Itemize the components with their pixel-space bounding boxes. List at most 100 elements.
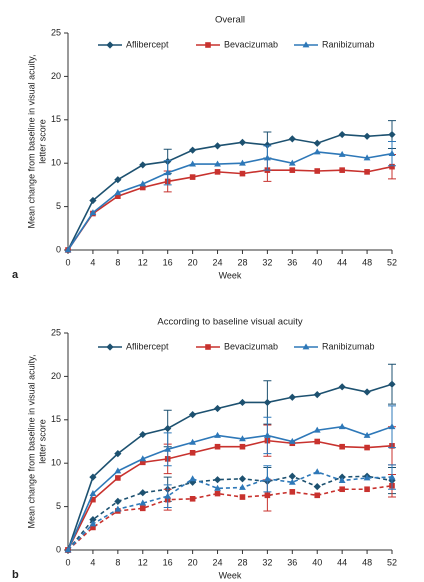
data-point — [314, 168, 321, 174]
data-point — [363, 132, 371, 140]
data-point — [189, 410, 197, 419]
data-point — [389, 163, 395, 170]
panel-label: b — [12, 569, 19, 581]
data-point — [388, 130, 396, 139]
data-point — [189, 160, 197, 167]
data-point — [114, 497, 122, 505]
x-tick-label: 44 — [337, 557, 347, 567]
data-point — [363, 431, 371, 438]
data-point — [338, 423, 346, 430]
data-point — [363, 388, 371, 396]
x-tick-label: 8 — [115, 557, 120, 567]
x-tick-label: 44 — [337, 257, 347, 267]
x-tick-label: 28 — [237, 557, 247, 567]
data-point — [263, 475, 271, 482]
x-tick-label: 20 — [188, 257, 198, 267]
data-point — [89, 520, 97, 527]
data-point — [364, 169, 370, 175]
series — [64, 464, 396, 553]
x-tick-label: 4 — [90, 557, 95, 567]
data-point — [288, 159, 296, 166]
data-point — [364, 444, 370, 451]
data-point — [338, 476, 346, 483]
data-point — [364, 486, 370, 493]
data-point — [289, 489, 296, 495]
data-point — [213, 404, 222, 413]
data-point — [288, 478, 296, 485]
y-tick-label: 0 — [56, 544, 61, 554]
data-point — [238, 398, 247, 407]
x-tick-label: 52 — [387, 557, 397, 567]
data-point — [164, 492, 172, 499]
series — [64, 120, 396, 254]
y-tick-label: 0 — [56, 244, 61, 254]
data-point — [139, 455, 147, 462]
x-tick-label: 24 — [213, 257, 223, 267]
data-point — [89, 489, 97, 496]
x-tick-label: 12 — [138, 557, 148, 567]
data-point — [189, 438, 197, 445]
x-tick-label: 48 — [362, 257, 372, 267]
data-point — [239, 483, 246, 490]
y-tick-label: 20 — [51, 71, 61, 81]
legend-marker — [106, 41, 114, 49]
y-axis-label: Mean change from baseline in visual acui… — [26, 355, 36, 529]
legend-marker — [106, 343, 114, 351]
y-axis-label: Mean change from baseline in visual acui… — [26, 55, 36, 229]
data-point — [264, 492, 271, 499]
data-point — [313, 468, 321, 475]
data-point — [189, 475, 197, 482]
data-point — [388, 380, 396, 388]
legend-label: Bevacizumab — [224, 39, 278, 49]
y-axis-label: letter score — [37, 419, 47, 464]
x-tick-label: 12 — [138, 257, 148, 267]
data-point — [313, 391, 321, 399]
data-point — [214, 443, 221, 450]
chart-title: Overall — [215, 15, 245, 26]
data-point — [288, 437, 296, 444]
legend-label: Aflibercept — [126, 341, 169, 351]
x-tick-label: 52 — [387, 257, 397, 267]
data-point — [164, 169, 172, 176]
data-point — [164, 445, 172, 452]
data-point — [239, 494, 246, 500]
data-point — [139, 180, 147, 187]
series-line — [67, 383, 393, 551]
data-point — [288, 472, 296, 480]
series-line — [67, 475, 393, 551]
data-point — [339, 486, 345, 493]
legend-label: Ranibizumab — [322, 341, 375, 351]
data-point — [339, 443, 345, 450]
y-tick-label: 10 — [51, 458, 61, 468]
legend-marker — [205, 42, 211, 48]
data-point — [239, 435, 246, 442]
data-point — [338, 383, 346, 391]
legend-marker — [302, 343, 310, 350]
data-point — [114, 450, 122, 458]
data-point — [263, 141, 271, 149]
y-tick-label: 5 — [56, 501, 61, 511]
x-tick-label: 32 — [262, 257, 272, 267]
series — [64, 141, 396, 253]
x-axis-label: Week — [219, 570, 242, 580]
x-tick-label: 40 — [312, 257, 322, 267]
data-point — [89, 516, 97, 524]
data-point — [213, 476, 222, 484]
data-point — [263, 431, 271, 438]
data-point — [239, 443, 246, 450]
series — [65, 473, 396, 553]
series — [65, 154, 396, 253]
data-point — [189, 174, 196, 180]
data-point — [363, 474, 371, 481]
chart-title: According to baseline visual acuity — [157, 317, 302, 328]
y-tick-label: 10 — [51, 158, 61, 168]
x-tick-label: 48 — [362, 557, 372, 567]
series — [64, 405, 396, 553]
y-tick-label: 25 — [51, 327, 61, 337]
data-point — [214, 490, 221, 497]
data-point — [388, 473, 396, 480]
data-point — [238, 138, 247, 146]
data-point — [64, 546, 72, 553]
series-line — [67, 165, 393, 251]
data-point — [214, 169, 221, 175]
